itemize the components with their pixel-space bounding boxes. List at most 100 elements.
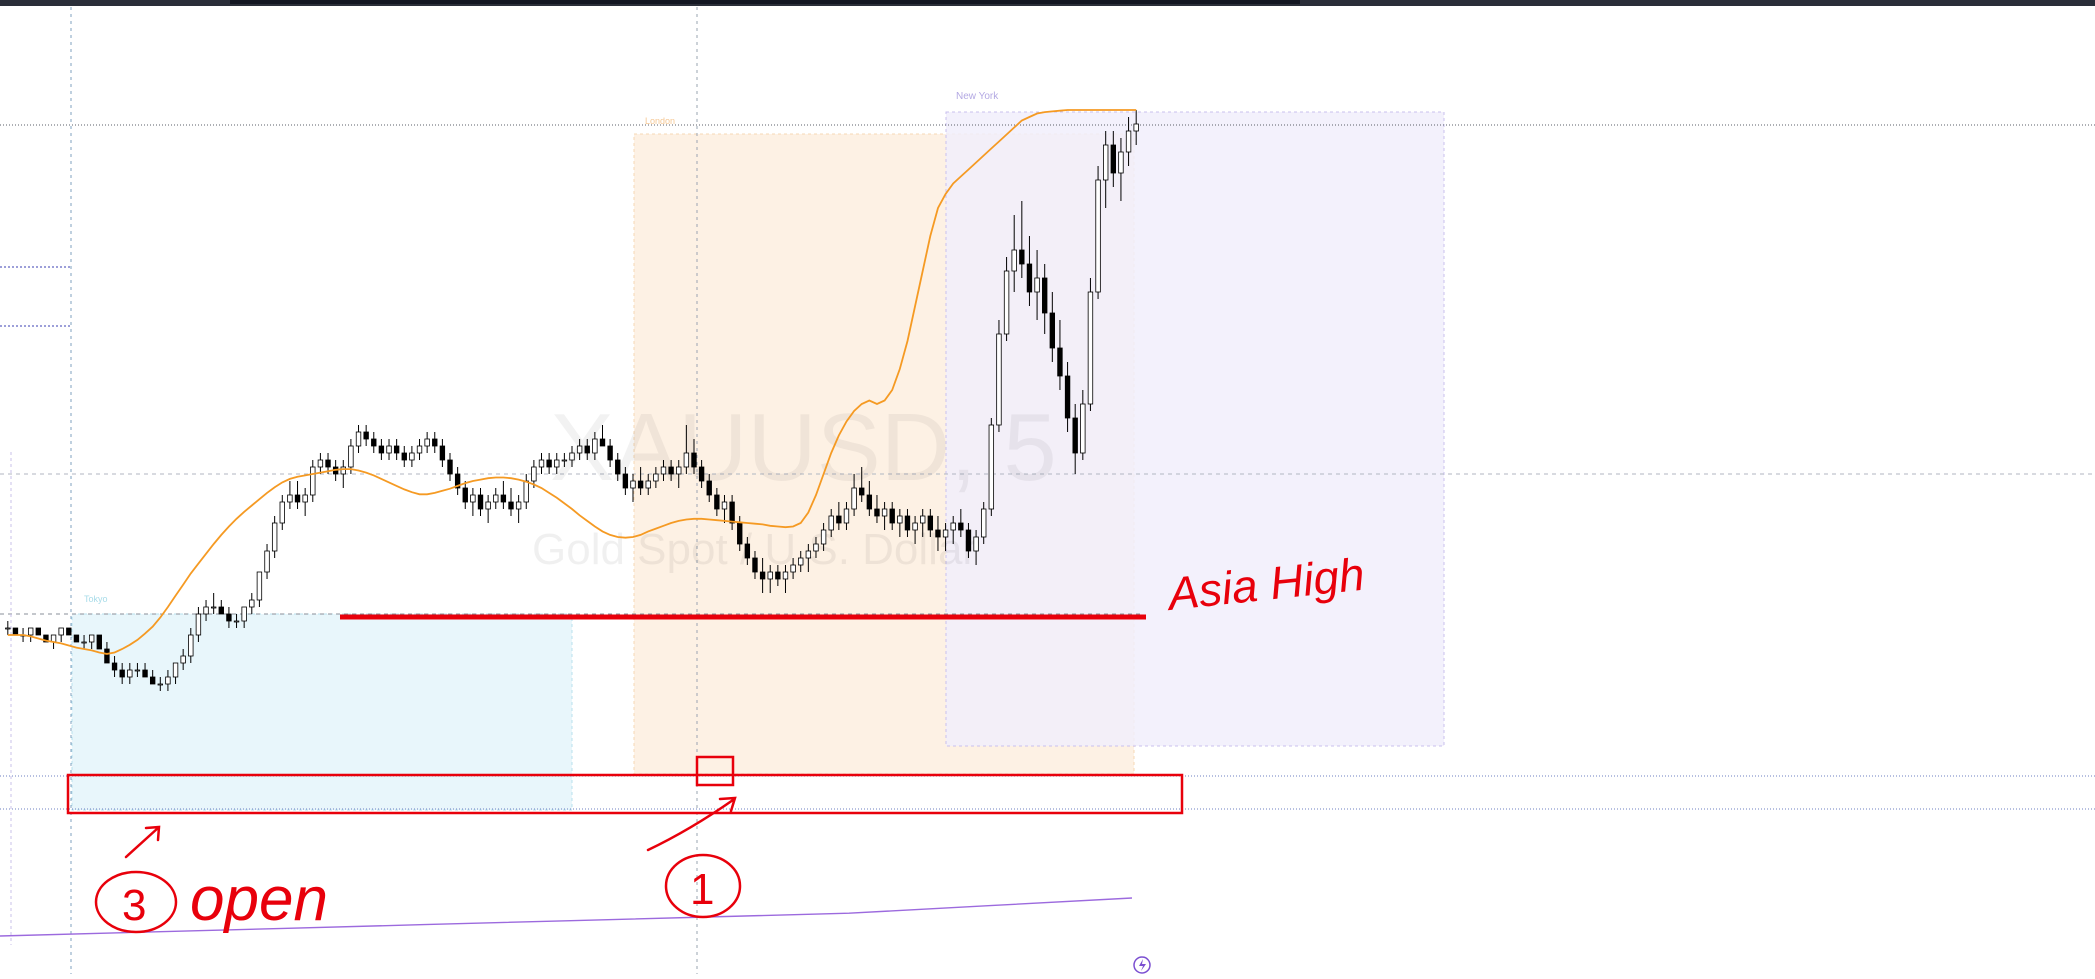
candle-up	[233, 620, 240, 623]
candle-up	[683, 452, 690, 468]
candle-down	[1042, 277, 1048, 314]
newyork-session-label: New York	[956, 91, 999, 102]
candle-up	[1034, 277, 1040, 293]
candle-down	[615, 459, 621, 475]
candle-up	[271, 522, 278, 552]
candle-up	[554, 459, 560, 468]
candle-down	[584, 445, 590, 454]
candle-up	[27, 627, 34, 636]
entry-box[interactable]	[695, 755, 735, 787]
candle-up	[561, 459, 568, 462]
candle-down	[462, 487, 468, 503]
candle-up	[203, 606, 209, 615]
candle-up	[287, 494, 293, 503]
candle-up	[241, 606, 247, 622]
london-session-label: London	[645, 116, 675, 126]
candle-up	[279, 501, 285, 524]
newyork-session-box	[945, 111, 1445, 747]
candle-down	[477, 494, 484, 510]
candle-up	[424, 438, 430, 447]
candle-up	[470, 494, 476, 503]
candle-up	[310, 466, 316, 496]
support-zone-box[interactable]	[66, 773, 1184, 815]
candle-up	[416, 445, 423, 454]
candle-down	[43, 634, 49, 643]
candle-down	[958, 522, 964, 531]
candle-down	[371, 438, 377, 447]
candle-up	[851, 487, 857, 510]
circle-one-number: 1	[690, 865, 714, 914]
candle-down	[927, 515, 934, 531]
arrow-one	[646, 796, 737, 852]
candle-down	[874, 508, 880, 517]
candle-up	[828, 515, 834, 531]
candle-down	[1026, 263, 1033, 293]
candle-up	[195, 613, 202, 636]
candle-up	[790, 564, 796, 573]
candle-up	[645, 480, 651, 489]
candle-up	[805, 550, 812, 559]
candle-up	[676, 466, 682, 475]
candle-up	[348, 445, 354, 468]
candle-down	[325, 459, 331, 468]
candle-up	[920, 515, 926, 524]
candle-up	[576, 445, 583, 454]
candle-down	[691, 452, 697, 468]
candle-down	[142, 669, 148, 678]
candle-down	[859, 487, 865, 496]
candle-up	[1080, 403, 1086, 454]
candle-down	[729, 501, 735, 524]
candle-up	[1125, 130, 1132, 153]
candle-up	[569, 452, 575, 461]
candle-down	[1072, 417, 1078, 454]
candle-up	[897, 515, 903, 524]
candle-up	[81, 641, 87, 644]
candle-up	[493, 494, 499, 503]
candle-down	[432, 438, 438, 447]
candle-down	[866, 494, 873, 510]
candle-up	[188, 634, 194, 657]
candle-up	[843, 508, 850, 524]
candle-down	[775, 571, 781, 580]
candle-up	[973, 536, 979, 552]
candle-up	[180, 655, 186, 664]
candle-up	[210, 606, 217, 609]
candle-down	[889, 508, 895, 524]
candle-down	[12, 627, 19, 636]
candle-up	[881, 508, 888, 517]
candle-down	[439, 445, 446, 461]
candle-up	[813, 543, 819, 552]
candle-down	[363, 431, 369, 440]
candle-down	[66, 627, 72, 636]
candle-up	[165, 676, 171, 685]
candle-up	[409, 452, 415, 461]
asia-session-label: Tokyo	[84, 594, 108, 604]
candle-down	[637, 480, 644, 489]
candle-down	[500, 494, 507, 503]
candle-up	[317, 459, 324, 468]
candle-up	[660, 466, 667, 475]
candle-down	[96, 634, 102, 650]
candle-down	[706, 480, 712, 496]
candle-up	[1087, 291, 1094, 405]
candle-up	[820, 529, 827, 545]
candle-down	[759, 571, 766, 580]
open-label: open	[190, 865, 328, 934]
candle-down	[714, 494, 720, 510]
candle-up	[531, 466, 537, 482]
candle-up	[1133, 123, 1139, 132]
candle-down	[454, 473, 461, 489]
candle-down	[668, 466, 674, 475]
candle-up	[942, 529, 949, 538]
candle-down	[226, 613, 232, 622]
candle-down	[294, 494, 301, 503]
candle-up	[782, 571, 789, 580]
candle-up	[1095, 179, 1101, 293]
top-toolbar-edge	[0, 0, 2095, 6]
candle-down	[698, 466, 705, 482]
candle-up	[988, 424, 995, 510]
candle-down	[965, 529, 972, 552]
candle-down	[378, 445, 385, 454]
